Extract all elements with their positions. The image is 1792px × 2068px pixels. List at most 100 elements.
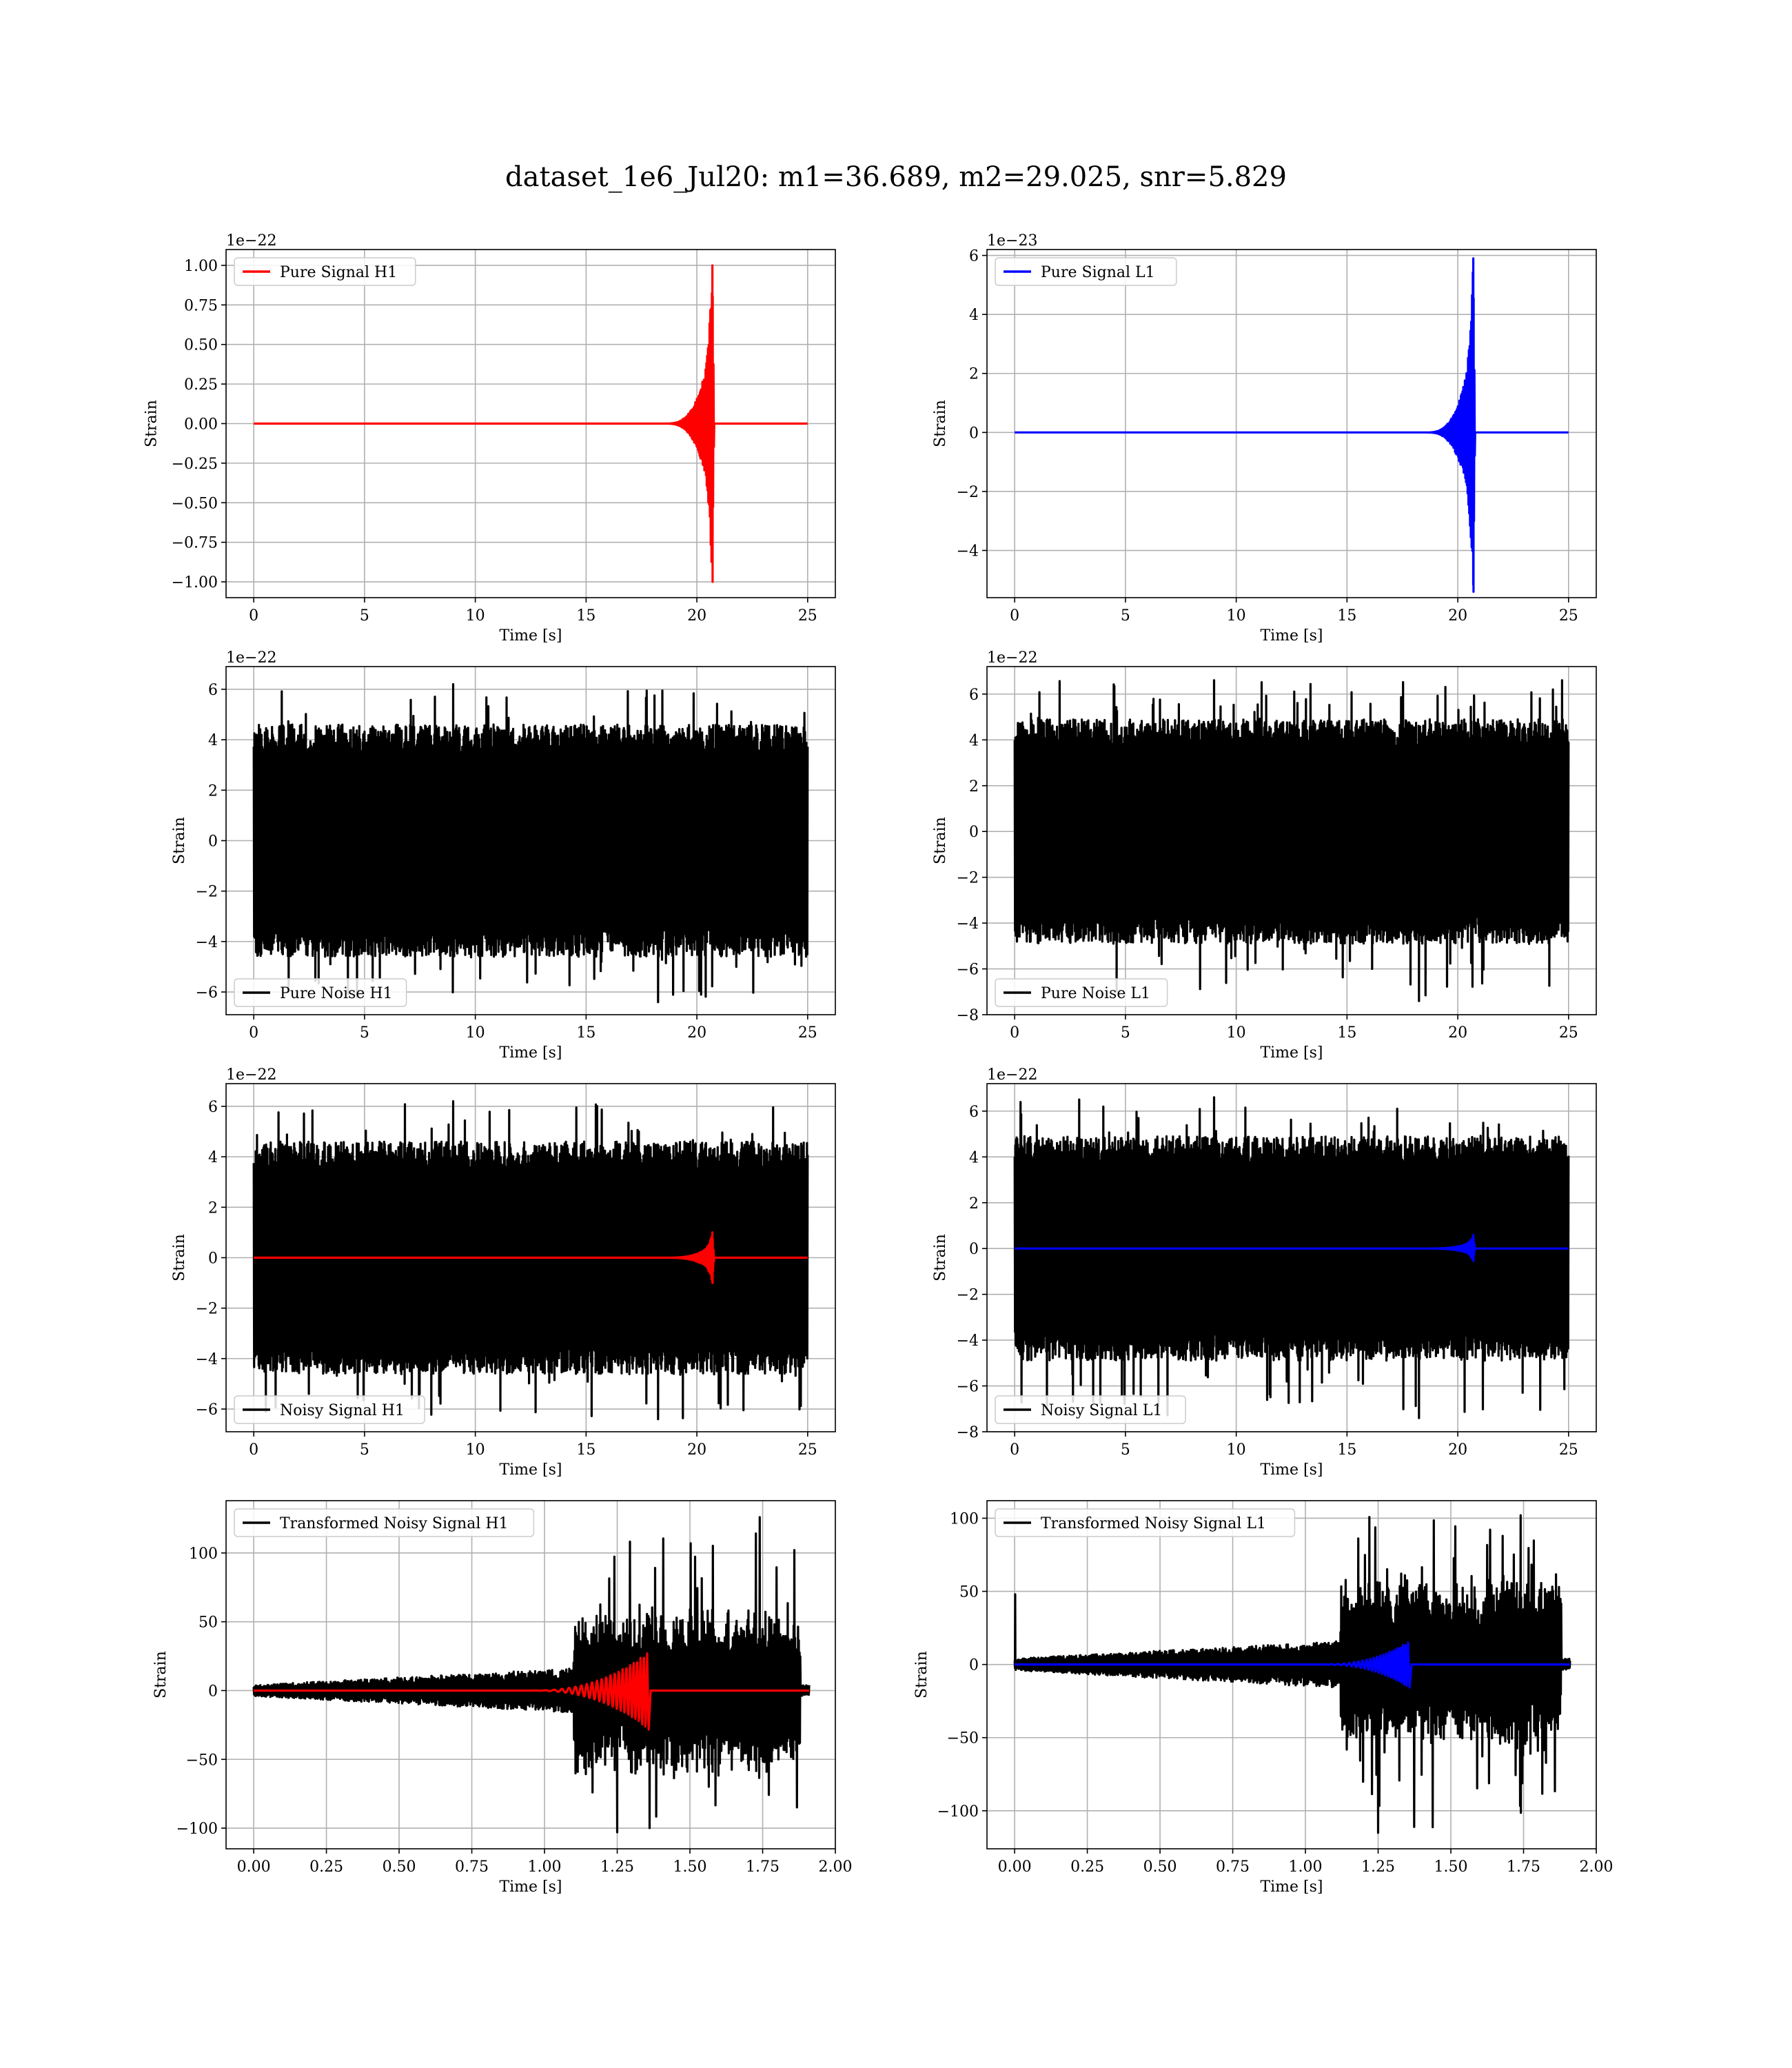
x-tick-label: 5	[1121, 607, 1130, 625]
y-tick-label: 0	[208, 1683, 218, 1700]
x-tick-label: 1.00	[528, 1858, 562, 1876]
series-line-pure-noise-h1	[252, 683, 809, 1004]
y-tick-label: −2	[196, 1301, 218, 1318]
x-tick-label: 0.25	[309, 1858, 343, 1876]
x-axis-label: Time [s]	[1260, 1878, 1323, 1896]
y-axis-label: Strain	[932, 1234, 949, 1281]
subplot-noise_h1: 0 5 10 15 20 25 −6 −4 −2 0 2 4 6 Time [s] Strain 1e−22 P…	[171, 649, 836, 1062]
x-axis-label: Time [s]	[1260, 627, 1323, 645]
y-axis-label: Strain	[932, 400, 949, 447]
legend-box	[234, 1508, 535, 1537]
x-tick-label: 25	[798, 1024, 817, 1042]
x-tick-label: 0.75	[1216, 1858, 1250, 1876]
series-group	[1013, 1514, 1571, 1834]
x-axis-label: Time [s]	[499, 1044, 562, 1062]
subplot-noisy_l1: 0 5 10 15 20 25 −8 −6 −4 −2 0 2 4 6 Time [s] Strain 1e−2…	[932, 1066, 1597, 1479]
y-tick-label: −100	[176, 1821, 218, 1838]
y-tick-label: −4	[196, 934, 218, 951]
y-tick-label: 6	[969, 248, 979, 265]
x-tick-label: 0	[249, 607, 258, 625]
y-tick-label: −0.50	[172, 495, 218, 512]
y-axis-label: Strain	[171, 1234, 188, 1281]
y-tick-label: 0	[208, 1250, 218, 1268]
y-tick-label: −0.75	[172, 535, 218, 552]
x-tick-label: 10	[466, 607, 485, 625]
y-tick-label: −2	[957, 484, 979, 501]
legend-box	[234, 1395, 425, 1424]
x-tick-label: 25	[1559, 607, 1578, 625]
x-tick-label: 10	[1227, 1441, 1246, 1459]
y-axis-label: Strain	[932, 817, 949, 864]
x-tick-label: 15	[576, 1024, 595, 1042]
x-tick-label: 1.75	[1507, 1858, 1540, 1876]
x-tick-label: 2.00	[819, 1858, 853, 1876]
y-tick-label: −6	[957, 962, 979, 979]
legend: Pure Noise H1	[234, 978, 407, 1007]
y-tick-label: 0.50	[184, 337, 218, 354]
legend-entry: Transformed Noisy Signal H1	[280, 1515, 509, 1532]
axes-frame	[225, 1500, 836, 1849]
y-tick-label: −1.00	[172, 574, 218, 591]
x-tick-label: 0	[249, 1441, 258, 1459]
x-axis-label: Time [s]	[499, 1461, 562, 1479]
x-tick-label: 1.00	[1289, 1858, 1323, 1876]
series-group	[1014, 257, 1569, 593]
legend-entry: Pure Noise H1	[280, 985, 393, 1002]
subplot-pure_l1: 0 5 10 15 20 25 −4 −2 0 2 4 6 Time [s] Strain 1e−23Pur…	[932, 232, 1597, 645]
y-tick-label: −0.25	[172, 456, 218, 473]
x-tick-label: 15	[1337, 607, 1356, 625]
subplot-trans_h1: 0.00 0.25 0.50 0.75 1.00 1.25 1.50 1.75 2.00 −100…	[152, 1500, 853, 1896]
y-tick-label: 0	[969, 824, 979, 841]
x-tick-label: 0.75	[455, 1858, 489, 1876]
x-tick-label: 1.25	[600, 1858, 634, 1876]
legend: Pure Noise L1	[995, 978, 1168, 1007]
x-tick-label: 25	[798, 1441, 817, 1459]
x-tick-label: 5	[360, 1024, 369, 1042]
series-line-pure-signal-h1	[253, 264, 808, 583]
subplot-noise_l1: 0 5 10 15 20 25 −8 −6 −4 −2 0 2 4 6 Time [s] Strain 1e−2…	[932, 649, 1597, 1062]
series-line-pure-noise-l1	[1013, 679, 1570, 1002]
y-tick-label: 0	[969, 1241, 979, 1258]
axes-frame	[986, 666, 1597, 1015]
x-axis-label: Time [s]	[499, 1878, 562, 1896]
x-tick-label: 10	[1227, 1024, 1246, 1042]
y-tick-label: 4	[969, 307, 979, 324]
y-tick-label: −6	[196, 1401, 218, 1419]
x-tick-label: 0.00	[237, 1858, 271, 1876]
x-tick-label: 1.50	[1434, 1858, 1468, 1876]
legend: Transformed Noisy Signal H1	[234, 1508, 535, 1537]
x-tick-label: 0	[249, 1024, 258, 1042]
legend: Transformed Noisy Signal L1	[995, 1508, 1296, 1537]
legend-box	[995, 1508, 1296, 1537]
y-tick-label: 4	[969, 1149, 979, 1166]
y-tick-label: 0.25	[184, 376, 218, 394]
subplots-grid: 0 5 10 15 20 25 −1.00 −0.75 −0.50 −0.25 0.00 0.25 0.…	[143, 232, 1613, 1896]
y-tick-label: −4	[196, 1351, 218, 1368]
y-tick-label: −2	[957, 870, 979, 887]
x-tick-label: 0.50	[1143, 1858, 1177, 1876]
x-tick-label: 0	[1010, 607, 1019, 625]
x-tick-label: 15	[576, 1441, 595, 1459]
y-tick-label: 0.75	[184, 297, 218, 314]
x-tick-label: 1.75	[746, 1858, 780, 1876]
y-tick-label: 50	[198, 1614, 218, 1632]
series-group	[1013, 1096, 1570, 1419]
y-tick-label: −6	[957, 1379, 979, 1396]
x-tick-label: 15	[1337, 1441, 1356, 1459]
legend: Pure Signal L1	[995, 257, 1177, 286]
x-tick-label: 1.25	[1361, 1858, 1395, 1876]
subplot-pure_h1: 0 5 10 15 20 25 −1.00 −0.75 −0.50 −0.25 0.00 0.25 0.…	[143, 232, 836, 645]
y-tick-label: −4	[957, 543, 979, 560]
y-offset-label: 1e−22	[987, 649, 1037, 667]
x-tick-label: 20	[1448, 1441, 1467, 1459]
y-tick-label: 0	[208, 833, 218, 851]
x-tick-label: 10	[466, 1441, 485, 1459]
series-group	[253, 264, 808, 583]
y-tick-label: 4	[208, 732, 218, 749]
y-axis-label: Strain	[913, 1651, 930, 1699]
x-tick-label: 2.00	[1580, 1858, 1613, 1876]
y-tick-label: 50	[959, 1584, 979, 1601]
legend-box	[995, 1395, 1186, 1424]
axes-frame	[986, 1083, 1597, 1432]
